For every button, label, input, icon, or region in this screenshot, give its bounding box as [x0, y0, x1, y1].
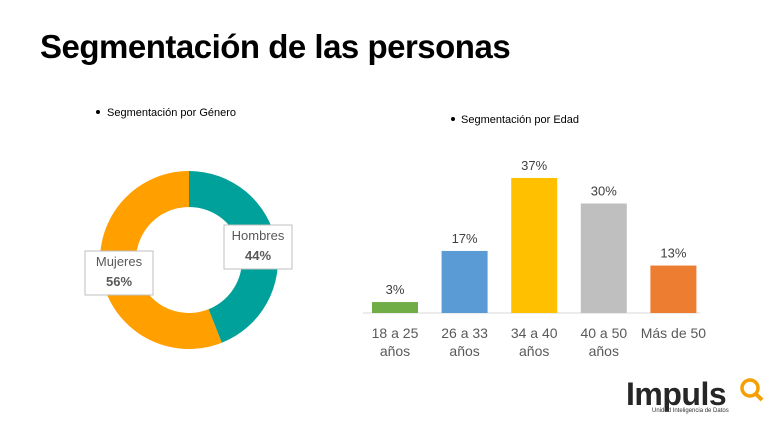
value-label: 3%: [386, 282, 405, 297]
subtitle: Segmentación por Edad: [461, 114, 579, 126]
bullet: [451, 117, 455, 121]
bar: [650, 265, 697, 313]
x-tick-label: 26 a 33 años: [441, 325, 488, 359]
logo-tagline: Unidad Inteligencia de Datos: [652, 408, 729, 414]
x-tick-label: 40 a 50 años: [580, 325, 628, 359]
label-box: [223, 224, 293, 270]
donut-slice: [100, 171, 222, 350]
slice-value: 44%: [245, 248, 271, 263]
subtitle: Segmentación por Género: [107, 107, 236, 119]
value-label: 30%: [591, 184, 617, 199]
bar: [372, 302, 418, 313]
logo-icon: [740, 378, 764, 402]
bar: [580, 203, 627, 313]
bar: [441, 250, 488, 313]
slice-label: Hombres: [232, 228, 285, 243]
donut-slice: [189, 171, 279, 343]
bar: [511, 177, 558, 313]
value-label: 13%: [660, 246, 686, 261]
value-label: 37%: [521, 158, 547, 173]
slice-label: Mujeres: [96, 254, 143, 269]
label-box: [84, 250, 154, 296]
value-label: 17%: [452, 231, 478, 246]
logo-name: Impuls: [626, 376, 727, 412]
x-tick-label: 18 a 25 años: [371, 325, 419, 359]
x-tick-label: 34 a 40 años: [510, 325, 558, 359]
x-tick-label: Más de 50: [640, 325, 707, 341]
slice-value: 56%: [106, 274, 132, 289]
slide-title: Segmentación de las personas: [40, 28, 511, 65]
bullet: [96, 110, 100, 114]
